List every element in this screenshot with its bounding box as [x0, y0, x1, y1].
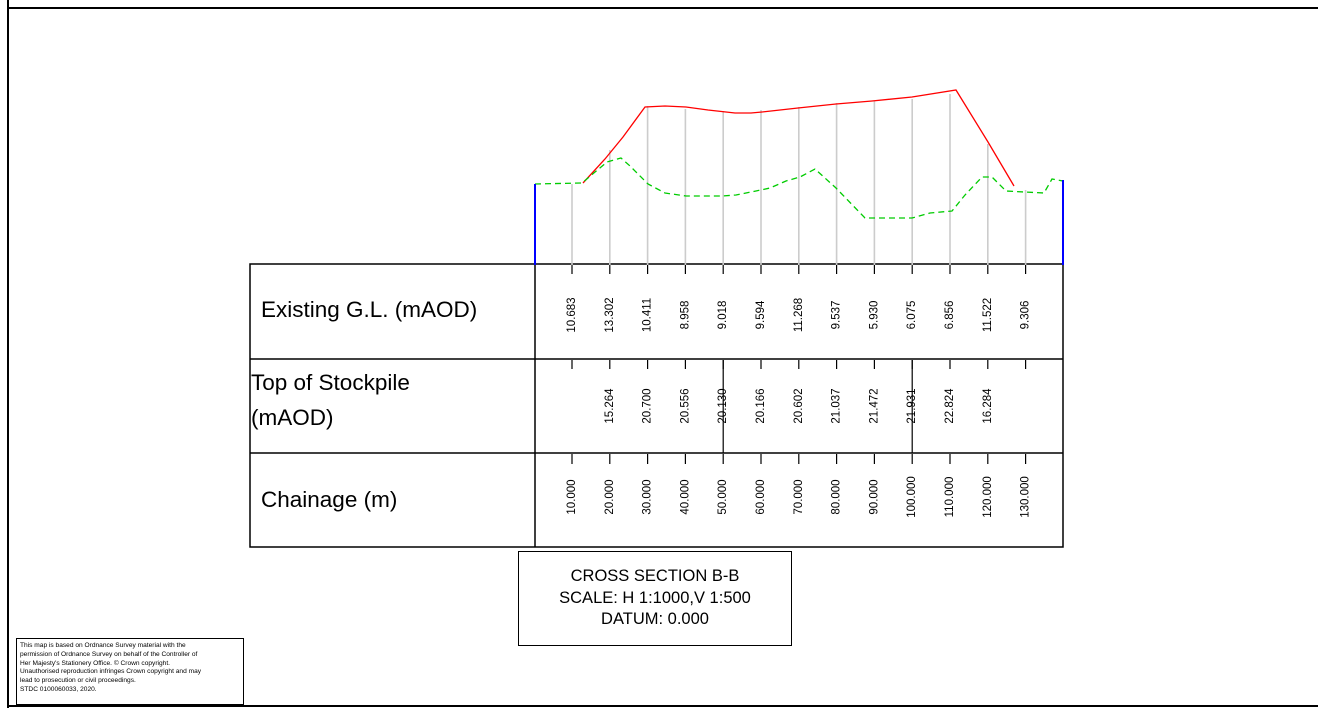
gl-value: 6.075 [906, 301, 918, 330]
copyright-line: lead to prosecution or civil proceedings… [20, 677, 136, 685]
chainage-value: 60.000 [755, 479, 767, 514]
chainage-value: 40.000 [679, 479, 691, 514]
profile-lines [534, 89, 1064, 265]
gl-value: 9.594 [755, 300, 767, 329]
gl-value: 5.930 [868, 301, 880, 330]
table-ticks [571, 265, 1027, 464]
gl-value: 9.537 [831, 301, 843, 330]
table-values: 10.683 13.302 10.411 8.958 9.018 9.594 11.268 9… [566, 297, 1032, 517]
chainage-value: 50.000 [717, 479, 729, 514]
chainage-value: 10.000 [566, 479, 578, 514]
stockpile-value: 22.824 [944, 388, 956, 424]
chainage-value: 80.000 [831, 479, 843, 514]
title-section-name: CROSS SECTION B-B [570, 567, 740, 586]
chainage-label: Chainage (m) [261, 487, 398, 512]
chainage-value: 120.000 [982, 476, 994, 518]
copyright-line: Unauthorised reproduction infringes Crow… [20, 668, 202, 676]
gl-value: 11.522 [982, 298, 994, 332]
gl-value: 6.856 [944, 301, 956, 330]
gl-value: 10.683 [566, 297, 578, 332]
stockpile-value: 21.931 [906, 388, 918, 423]
stockpile-value: 20.130 [717, 388, 729, 423]
stockpile-value: 16.284 [982, 388, 994, 424]
gl-value: 13.302 [604, 297, 616, 332]
stockpile-value: 21.037 [831, 388, 843, 423]
chainage-value: 100.000 [906, 476, 918, 518]
chainage-value: 110.000 [944, 477, 956, 518]
stockpile-value: 20.700 [642, 388, 654, 423]
gl-value: 9.018 [717, 301, 729, 330]
stockpile-label-line2: (mAOD) [251, 405, 334, 430]
copyright-line: Her Majesty's Stationery Office. © Crown… [20, 659, 171, 667]
chainage-grid-lines [571, 94, 1027, 265]
chainage-value: 30.000 [642, 479, 654, 514]
chainage-value: 70.000 [793, 479, 805, 514]
title-scale: SCALE: H 1:1000,V 1:500 [559, 588, 751, 607]
gl-value: 8.958 [679, 301, 691, 330]
stockpile-value: 21.472 [868, 388, 880, 423]
existing-gl-label: Existing G.L. (mAOD) [261, 297, 478, 322]
title-datum: DATUM: 0.000 [601, 610, 709, 629]
gl-value: 10.411 [642, 298, 654, 332]
stockpile-profile-line [582, 89, 1015, 187]
copyright-line: STDC 0100060033, 2020. [20, 685, 97, 693]
copyright-line: This map is based on Ordnance Survey mat… [20, 642, 186, 649]
stockpile-value: 20.556 [679, 388, 691, 423]
copyright-notice: This map is based on Ordnance Survey mat… [16, 638, 244, 705]
stockpile-value: 20.166 [755, 388, 767, 423]
stockpile-value: 20.602 [793, 388, 805, 423]
stockpile-label-line1: Top of Stockpile [251, 370, 410, 395]
copyright-line: permission of Ordnance Survey on behalf … [20, 650, 198, 658]
gl-value: 11.268 [793, 298, 805, 332]
title-block: CROSS SECTION B-B SCALE: H 1:1000,V 1:50… [518, 551, 792, 646]
data-table [249, 263, 1064, 548]
chainage-value: 130.000 [1020, 476, 1032, 518]
stockpile-value: 15.264 [604, 388, 616, 424]
gl-value: 9.306 [1020, 301, 1032, 330]
chainage-value: 20.000 [604, 479, 616, 514]
chainage-value: 90.000 [868, 479, 880, 514]
